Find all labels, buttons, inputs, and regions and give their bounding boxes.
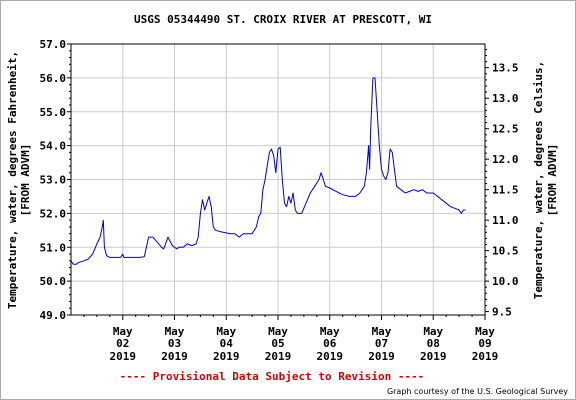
plot-line-group xyxy=(70,77,466,265)
x-tick-label-day: 05 xyxy=(271,337,284,350)
x-tick-label-day: 08 xyxy=(427,337,440,350)
x-tick-label-month: May xyxy=(216,325,236,338)
y-tick-label: 56.0 xyxy=(40,72,67,85)
x-tick-label-year: 2019 xyxy=(317,350,344,363)
x-tick-label-day: 04 xyxy=(220,337,234,350)
x-tick-label-year: 2019 xyxy=(110,350,137,363)
y2-tick-label: 12.0 xyxy=(492,153,519,166)
y-axis-left: 49.0 50.0 51.0 52.0 53.0 54.0 55.0 56.0 57.0 xyxy=(40,38,71,322)
provisional-notice: ---- Provisional Data Subject to Revisio… xyxy=(120,370,425,383)
series-line xyxy=(70,77,466,265)
y-axis-right: 9.5 10.0 10.5 11.0 11.5 12.0 12.5 13.0 13.5 xyxy=(485,48,519,319)
x-tick-label-month: May xyxy=(165,325,185,338)
x-tick-label-year: 2019 xyxy=(213,350,240,363)
y2-tick-label: 13.0 xyxy=(492,92,519,105)
x-tick-label-day: 09 xyxy=(478,337,491,350)
x-tick-label-year: 2019 xyxy=(161,350,188,363)
x-tick-label-year: 2019 xyxy=(472,350,499,363)
x-tick-label-month: May xyxy=(372,325,392,338)
y-tick-label: 49.0 xyxy=(40,309,67,322)
x-tick-label-day: 07 xyxy=(375,337,388,350)
y-tick-label: 53.0 xyxy=(40,174,67,187)
chart-title: USGS 05344490 ST. CROIX RIVER AT PRESCOT… xyxy=(134,13,432,26)
y-tick-label: 52.0 xyxy=(40,207,67,220)
y2-tick-label: 13.5 xyxy=(492,62,519,75)
y-tick-label: 51.0 xyxy=(40,241,67,254)
y-tick-label: 57.0 xyxy=(40,38,67,51)
y2-axis-label: Temperature, water, degrees Celsius, xyxy=(532,61,545,299)
x-tick-label-year: 2019 xyxy=(420,350,447,363)
graph-credit: Graph courtesy of the U.S. Geological Su… xyxy=(387,387,568,396)
x-tick-label-month: May xyxy=(320,325,340,338)
x-tick-label-month: May xyxy=(268,325,288,338)
x-tick-label-year: 2019 xyxy=(265,350,292,363)
y2-tick-label: 9.5 xyxy=(492,306,512,319)
x-tick-label-year: 2019 xyxy=(368,350,395,363)
x-tick-label-month: May xyxy=(423,325,443,338)
y-axis-label: Temperature, water, degrees Fahrenheit, xyxy=(6,51,19,309)
x-axis: May022019May032019May042019May052019May0… xyxy=(83,315,499,363)
y2-axis-label-sub: [FROM ADVM] xyxy=(546,144,559,217)
x-tick-label-day: 06 xyxy=(323,337,337,350)
y2-tick-label: 12.5 xyxy=(492,123,519,136)
y-tick-label: 55.0 xyxy=(40,106,67,119)
y-tick-label: 54.0 xyxy=(40,140,67,153)
x-tick-label-day: 03 xyxy=(168,337,181,350)
y2-tick-label: 11.5 xyxy=(492,184,519,197)
x-tick-label-month: May xyxy=(113,325,133,338)
y2-tick-label: 10.5 xyxy=(492,245,519,258)
x-tick-label-month: May xyxy=(475,325,495,338)
y2-tick-label: 11.0 xyxy=(492,214,519,227)
grid xyxy=(71,44,486,315)
y-tick-label: 50.0 xyxy=(40,275,67,288)
y-axis-label-sub: [FROM ADVM] xyxy=(19,144,32,217)
x-tick-label-day: 02 xyxy=(116,337,129,350)
y2-tick-label: 10.0 xyxy=(492,275,519,288)
